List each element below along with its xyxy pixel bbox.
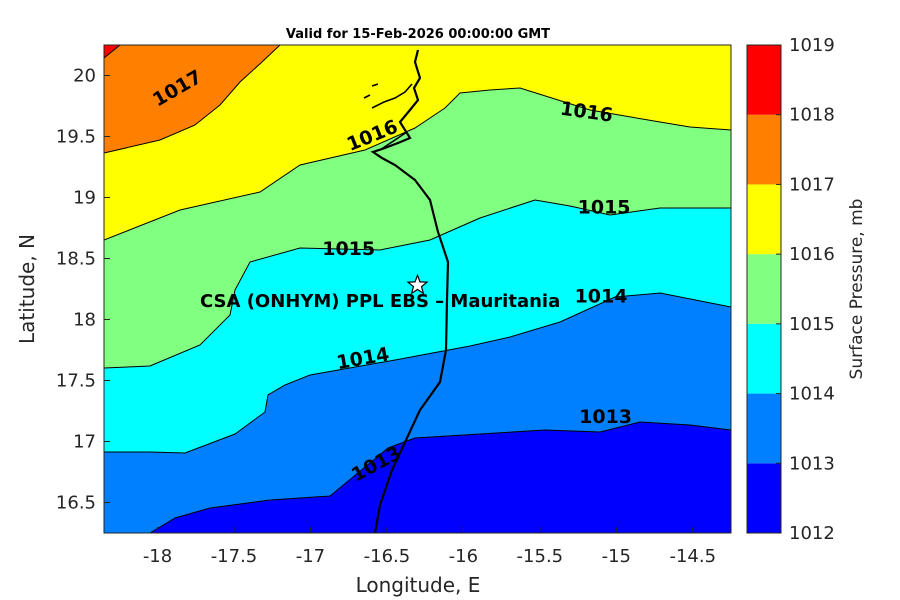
contour-line-1015 [104, 199, 731, 369]
colorbar-swatch [747, 184, 781, 255]
plot-frame [103, 44, 732, 534]
x-tick-label: -14.5 [669, 546, 716, 567]
contour-line-1016 [104, 87, 731, 241]
contour-line-1018 [104, 45, 121, 59]
contour-label: 1015 [578, 196, 631, 218]
star-icon [406, 273, 429, 295]
site-label: CSA (ONHYM) PPL EBS – Mauritania [200, 291, 560, 312]
y-tick-label: 19.5 [56, 127, 96, 148]
colorbar-swatch [747, 393, 781, 464]
colorbar-swatch [747, 323, 781, 394]
x-tick-label: -16 [449, 546, 478, 567]
colorbar-frame [746, 44, 782, 534]
colorbar-tick-label: 1017 [789, 174, 835, 195]
site-group: CSA (ONHYM) PPL EBS – Mauritania [200, 273, 560, 312]
colorbar-tick-label: 1019 [789, 35, 835, 56]
x-tick-label: -17.5 [211, 546, 258, 567]
y-tick-label: 20 [73, 66, 96, 87]
map-title: Valid for 15-Feb-2026 00:00:00 GMT [286, 27, 550, 42]
x-tick-label: -16.5 [364, 546, 411, 567]
y-tick-label: 16.5 [56, 493, 96, 514]
x-tick-label: -18 [143, 546, 172, 567]
coastline [363, 49, 450, 533]
y-axis-ticks: 16.5 17 17.5 18 18.5 19 19.5 20 [56, 66, 110, 514]
band-1017-1018 [104, 45, 280, 153]
contour-line-1014 [104, 292, 731, 454]
colorbar-label: Surface Pressure, mb [847, 199, 867, 380]
x-tick-label: -17 [296, 546, 325, 567]
contour-line-1013 [149, 421, 731, 533]
colorbar-swatch [747, 114, 781, 185]
y-axis-label: Latitude, N [15, 234, 39, 344]
x-tick-label: -15.5 [517, 546, 564, 567]
contour-label: 1013 [579, 406, 632, 428]
colorbar-swatch [747, 45, 781, 115]
x-axis-ticks: -18 -17.5 -17 -16.5 -16 -15.5 -15 -14.5 [143, 527, 716, 567]
colorbar-tick-label: 1016 [789, 244, 835, 265]
y-tick-label: 18 [73, 310, 96, 331]
colorbar-tick-label: 1012 [789, 523, 835, 544]
contour-line-1017 [104, 45, 281, 154]
contour-label: 1015 [322, 238, 375, 260]
x-tick-label: -15 [602, 546, 631, 567]
y-tick-label: 17 [73, 432, 96, 453]
contour-line-layer [104, 45, 731, 533]
x-axis-label: Longitude, E [356, 573, 481, 597]
colorbar: 1019 1018 1017 1016 1015 1014 1013 1012 [746, 35, 835, 544]
colorbar-tick-label: 1018 [789, 105, 835, 126]
colorbar-tick-label: 1015 [789, 314, 835, 335]
colorbar-swatch [747, 463, 781, 533]
y-tick-label: 18.5 [56, 249, 96, 270]
colorbar-tick-label: 1014 [789, 384, 835, 405]
contour-label: 1014 [575, 285, 628, 307]
y-tick-label: 19 [73, 188, 96, 209]
colorbar-swatch [747, 254, 781, 324]
colorbar-tick-label: 1013 [789, 453, 835, 474]
y-tick-label: 17.5 [56, 371, 96, 392]
